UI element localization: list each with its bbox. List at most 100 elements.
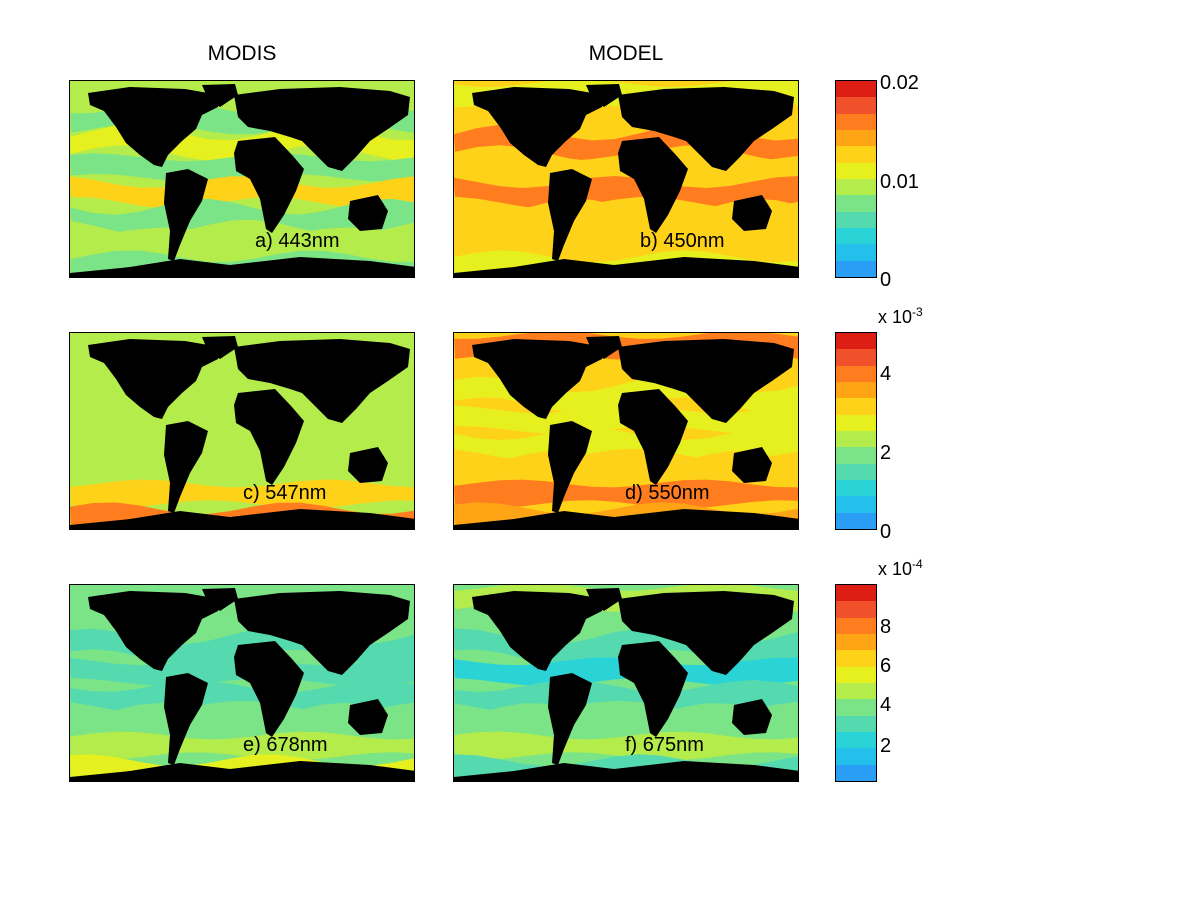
map-svg-d (454, 333, 798, 529)
map-panel-d (453, 332, 799, 530)
panel-label-f: f) 675nm (625, 734, 704, 756)
eurasia-shape (618, 591, 794, 675)
ocean-band (70, 227, 414, 257)
greenland-shape (586, 84, 622, 107)
colorbar-swatch (836, 81, 876, 98)
north-america-shape (88, 87, 220, 167)
colorbar-swatch (836, 211, 876, 228)
colorbar-swatch (836, 447, 876, 464)
greenland-shape (202, 84, 238, 107)
south-america-shape (164, 169, 208, 261)
ocean-band (454, 198, 798, 236)
africa-shape (234, 641, 304, 737)
map-panel-c (69, 332, 415, 530)
colorbar-row1 (835, 80, 877, 278)
colorbar1-tick-label: 0.02 (880, 72, 919, 94)
colorbar-swatch (836, 479, 876, 497)
colorbar2-tick-label: 0 (880, 521, 892, 543)
colorbar-swatch (836, 162, 876, 179)
colorbar2-tick-label: 4 (880, 363, 892, 385)
ocean-band (454, 731, 798, 761)
colorbar-row2 (835, 332, 877, 530)
map-panel-b (453, 80, 799, 278)
australia-shape (732, 447, 772, 483)
panel-label-a: a) 443nm (255, 230, 340, 252)
australia-shape (732, 699, 772, 735)
colorbar3-tick-label: 4 (880, 694, 892, 716)
ocean-band (70, 702, 414, 740)
ocean-band (454, 703, 798, 740)
north-america-shape (88, 591, 220, 671)
eurasia-shape (234, 339, 410, 423)
africa-shape (234, 389, 304, 485)
ocean-band (70, 176, 414, 209)
map-svg-e (70, 585, 414, 781)
colorbar-swatch (836, 260, 876, 277)
south-america-shape (548, 673, 592, 765)
australia-shape (348, 699, 388, 735)
greenland-shape (202, 336, 238, 359)
north-america-shape (472, 87, 604, 167)
north-america-shape (472, 591, 604, 671)
column-title-modis: MODIS (207, 42, 277, 65)
colorbar-swatch (836, 129, 876, 147)
colorbar-swatch (836, 97, 876, 114)
colorbar-row3 (835, 584, 877, 782)
north-america-shape (472, 339, 604, 419)
colorbar-swatch (836, 113, 876, 130)
colorbar-swatch (836, 512, 876, 529)
africa-shape (618, 389, 688, 485)
ocean-band (70, 479, 414, 509)
australia-shape (348, 447, 388, 483)
colorbar-swatch (836, 430, 876, 448)
colorbar-swatch (836, 178, 876, 196)
colorbar-swatch (836, 715, 876, 732)
eurasia-shape (618, 87, 794, 171)
colorbar3-tick-label: 8 (880, 616, 892, 638)
south-america-shape (548, 169, 592, 261)
colorbar2-tick-label: 2 (880, 442, 892, 464)
south-america-shape (164, 421, 208, 513)
colorbar-swatch (836, 365, 876, 382)
colorbar2-scale-label: x 10-3 (878, 305, 923, 327)
map-panel-e (69, 584, 415, 782)
colorbar3-tick-label: 6 (880, 655, 892, 677)
africa-shape (618, 641, 688, 737)
ocean-band (70, 450, 414, 488)
ocean-band (454, 176, 798, 209)
colorbar-swatch (836, 333, 876, 350)
colorbar-swatch (836, 682, 876, 700)
ocean-band (454, 479, 798, 509)
australia-shape (732, 195, 772, 231)
colorbar-swatch (836, 699, 876, 716)
colorbar-swatch (836, 748, 876, 765)
colorbar1-tick-label: 0 (880, 269, 892, 291)
colorbar-swatch (836, 349, 876, 366)
colorbar-swatch (836, 650, 876, 667)
colorbar3-scale-label: x 10-4 (878, 557, 923, 579)
eurasia-shape (234, 591, 410, 675)
colorbar-swatch (836, 227, 876, 245)
africa-shape (234, 137, 304, 233)
colorbar1-tick-label: 0.01 (880, 171, 919, 193)
map-panel-a (69, 80, 415, 278)
antarctica-shape (70, 509, 414, 529)
map-svg-a (70, 81, 414, 277)
map-svg-f (454, 585, 798, 781)
eurasia-shape (234, 87, 410, 171)
colorbar-swatch (836, 381, 876, 399)
colorbar-swatch (836, 195, 876, 212)
ocean-band (454, 227, 798, 257)
panel-label-c: c) 547nm (243, 482, 327, 504)
column-title-model: MODEL (588, 42, 664, 65)
panel-label-e: e) 678nm (243, 734, 328, 756)
ocean-band (70, 198, 414, 236)
greenland-shape (202, 588, 238, 611)
colorbar-swatch (836, 585, 876, 602)
panel-label-b: b) 450nm (640, 230, 725, 252)
africa-shape (618, 137, 688, 233)
colorbar-swatch (836, 496, 876, 513)
greenland-shape (586, 588, 622, 611)
greenland-shape (586, 336, 622, 359)
antarctica-shape (454, 257, 798, 277)
